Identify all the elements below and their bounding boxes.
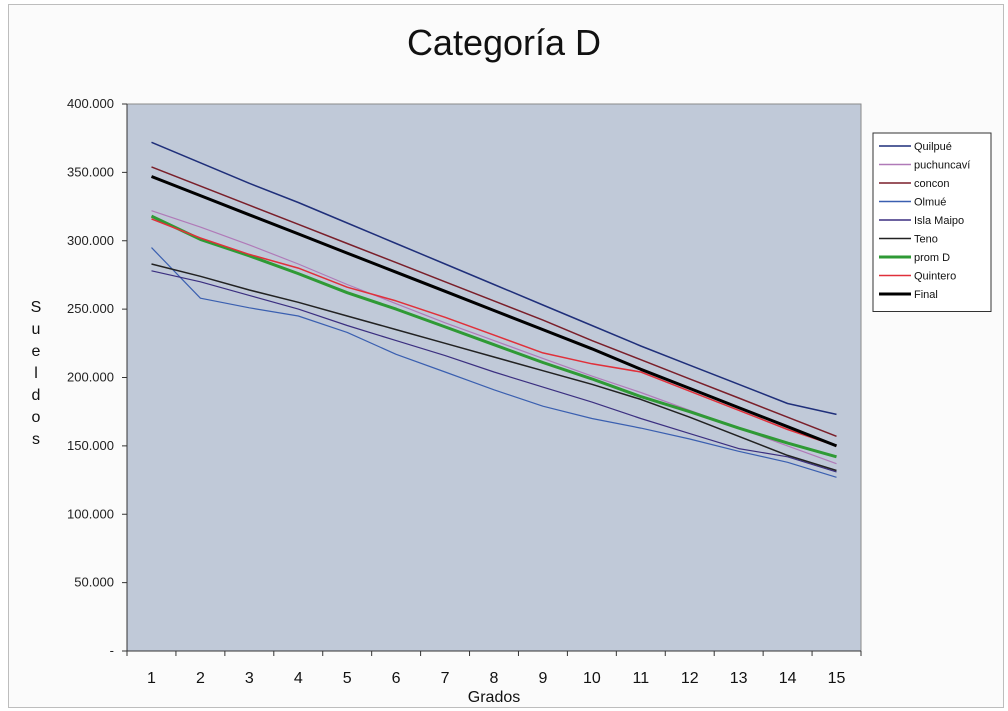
series-line-3	[151, 166, 837, 437]
series-line-6	[151, 263, 837, 472]
x-tick-label: 11	[632, 670, 649, 687]
y-tick-label: 400.000	[67, 96, 114, 111]
x-tick-label: 7	[441, 670, 450, 687]
legend: Quilpué puchuncaví concon Olmué Isla Maipo Te…	[872, 132, 992, 312]
legend-label: Olmué	[914, 197, 946, 209]
y-label-letter: e	[32, 343, 41, 360]
y-label-letter: s	[32, 431, 40, 448]
chart-title: Categoría D	[406, 22, 602, 63]
x-tick-label: 2	[196, 670, 205, 687]
x-tick-label: 14	[779, 670, 797, 687]
legend-label: concon	[914, 178, 949, 190]
x-tick-label: 8	[490, 670, 499, 687]
axes: - 50.000 100.000 150.000 200.000 250.000 300.0…	[67, 96, 862, 687]
legend-label: Isla Maipo	[914, 215, 964, 227]
y-tick-label: 350.000	[67, 164, 114, 179]
series-line-1	[151, 141, 837, 416]
legend-label: puchuncaví	[914, 160, 970, 172]
legend-label: Quintero	[914, 271, 956, 283]
x-tick-label: 4	[294, 670, 303, 687]
y-tick-label: 100.000	[67, 506, 114, 521]
series-line-5	[151, 270, 837, 473]
x-tick-label: 6	[392, 670, 401, 687]
y-tick-label: 50.000	[74, 575, 114, 590]
series-line-7	[150, 214, 837, 459]
series-line-8	[151, 218, 837, 447]
legend-box	[872, 132, 992, 312]
series-line-9	[150, 175, 838, 448]
y-tick-label: 150.000	[67, 438, 114, 453]
y-tick-label: 200.000	[67, 370, 114, 385]
y-label-letter: o	[32, 409, 41, 426]
y-label-letter: u	[32, 321, 41, 338]
y-tick-label: -	[110, 643, 114, 658]
plot-area	[126, 103, 862, 652]
y-label-letter: S	[31, 299, 42, 316]
legend-label: Teno	[914, 234, 938, 246]
x-tick-label: 5	[343, 670, 352, 687]
y-tick-label: 300.000	[67, 233, 114, 248]
x-tick-label: 10	[583, 670, 601, 687]
legend-label: prom D	[914, 252, 950, 264]
x-tick-label: 15	[828, 670, 846, 687]
legend-label: Final	[914, 289, 938, 301]
x-tick-label: 9	[538, 670, 547, 687]
legend-label: Quilpué	[914, 141, 952, 153]
x-axis-label: Grados	[468, 689, 520, 706]
series-line-4	[151, 247, 837, 478]
x-tick-label: 3	[245, 670, 254, 687]
x-tick-label: 1	[147, 670, 156, 687]
y-tick-label: 250.000	[67, 301, 114, 316]
x-tick-label: 12	[681, 670, 699, 687]
y-label-letter: d	[32, 387, 41, 404]
x-tick-label: 13	[730, 670, 748, 687]
y-label-letter: l	[34, 365, 38, 382]
series-layer	[150, 141, 838, 478]
